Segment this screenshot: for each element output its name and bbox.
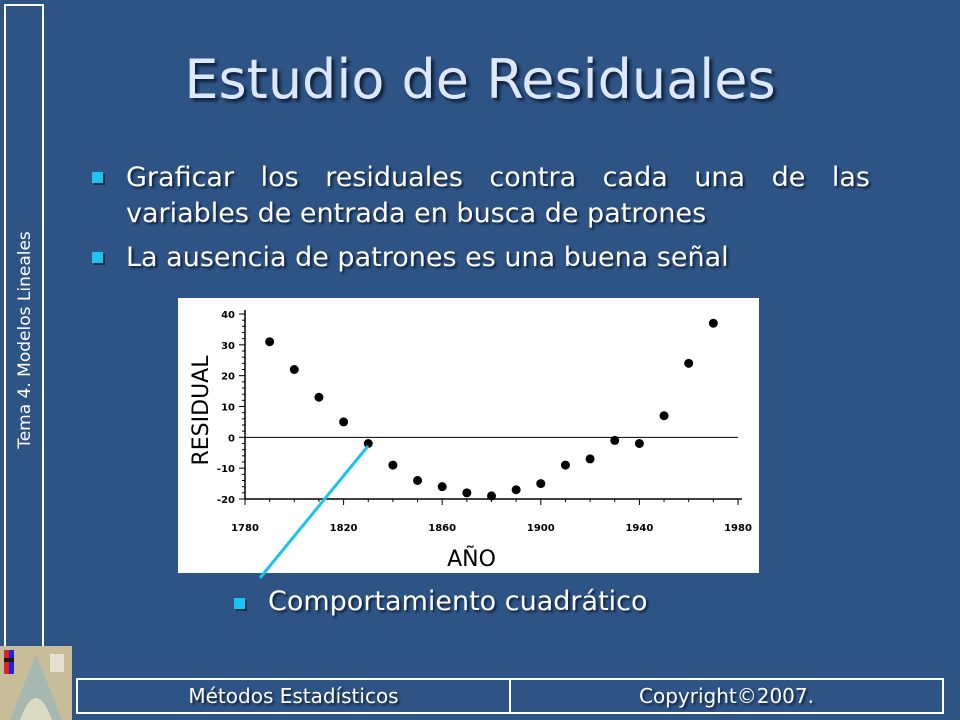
logo	[0, 646, 72, 720]
y-tick-label: -10	[217, 464, 235, 475]
square-bullet-icon	[92, 172, 103, 183]
x-tick-label: 1860	[428, 523, 456, 534]
bullet-list: Graficar los residuales contra cada una …	[90, 160, 870, 284]
data-point	[659, 411, 669, 421]
data-point	[388, 460, 398, 470]
data-point	[708, 318, 718, 328]
data-point	[536, 479, 546, 489]
x-tick-label: 1780	[231, 523, 259, 534]
note-text: Comportamiento cuadrático	[268, 586, 648, 617]
data-point	[585, 454, 595, 464]
bullet-item: Graficar los residuales contra cada una …	[90, 160, 870, 232]
x-axis-title: AÑO	[447, 545, 496, 572]
y-tick-label: -20	[217, 495, 235, 506]
note-bullet: Comportamiento cuadrático	[232, 586, 648, 617]
footer-course-name: Métodos Estadísticos	[188, 684, 399, 708]
data-point	[487, 491, 496, 501]
data-point	[610, 435, 620, 445]
data-point	[437, 482, 447, 492]
footer-bar: Métodos Estadísticos Copyright©2007.	[76, 678, 944, 714]
slide-title: Estudio de Residuales	[184, 48, 776, 111]
x-tick-label: 1980	[724, 523, 752, 534]
data-point	[511, 485, 521, 495]
bullet-text: Graficar los residuales contra cada una …	[126, 162, 870, 229]
y-axis-title: RESIDUAL	[189, 355, 214, 466]
footer-copyright: Copyright©2007.	[509, 680, 942, 712]
data-point	[314, 392, 324, 402]
y-tick-label: 40	[221, 310, 235, 321]
y-tick-label: 10	[221, 403, 235, 414]
course-topic-label: Tema 4. Modelos Lineales	[15, 231, 35, 449]
data-point	[413, 476, 423, 485]
y-tick-label: 30	[221, 341, 235, 352]
x-tick-label: 1940	[625, 523, 653, 534]
data-point	[289, 365, 299, 374]
data-point	[684, 358, 694, 368]
y-tick-label: 20	[221, 372, 235, 383]
residual-scatter-chart: -20 -10 0 10 20 30 40 1780 1820 1860 1900 1940 1980 A…	[189, 310, 752, 572]
y-tick-label: 0	[228, 433, 235, 444]
side-frame	[4, 4, 44, 654]
data-point	[265, 337, 275, 347]
data-point	[462, 488, 472, 498]
logo-image	[0, 646, 72, 720]
data-point	[339, 417, 349, 427]
data-point	[634, 439, 644, 448]
square-bullet-icon	[234, 598, 245, 609]
bullet-text: La ausencia de patrones es una buena señ…	[126, 242, 729, 273]
x-tick-label: 1820	[330, 523, 358, 534]
bullet-item: La ausencia de patrones es una buena señ…	[90, 240, 870, 276]
data-point	[363, 439, 373, 448]
x-tick-label: 1900	[527, 523, 555, 534]
residual-plot: -20 -10 0 10 20 30 40 1780 1820 1860 1900 1940 1980 A…	[178, 298, 759, 573]
data-point	[560, 460, 570, 470]
square-bullet-icon	[92, 252, 103, 263]
